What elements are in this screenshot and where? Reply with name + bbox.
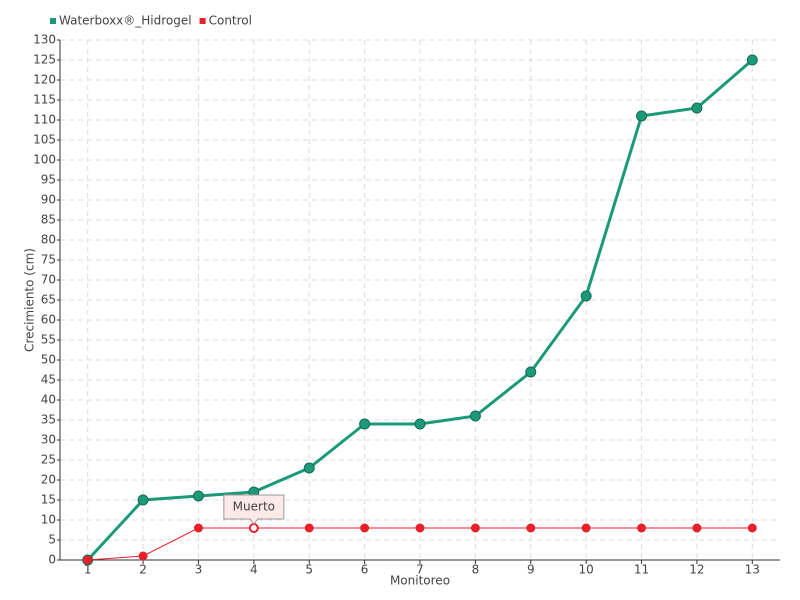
legend-swatch (50, 18, 56, 24)
y-tick-label: 90 (41, 193, 56, 207)
data-point (581, 523, 591, 533)
y-tick-label: 115 (33, 93, 56, 107)
data-point (637, 523, 647, 533)
data-point (414, 418, 426, 430)
y-tick-label: 100 (33, 153, 56, 167)
legend-swatch (199, 18, 206, 24)
data-point (469, 410, 481, 422)
x-tick-label: 8 (472, 563, 480, 577)
y-tick-label: 35 (41, 413, 56, 427)
y-tick-label: 110 (33, 113, 56, 127)
data-point (470, 523, 480, 533)
data-point (83, 555, 93, 565)
y-tick-label: 85 (41, 213, 56, 227)
legend-label: Waterboxx®_Hidrogel (59, 14, 192, 28)
x-tick-label: 9 (527, 563, 535, 577)
data-point (526, 523, 536, 533)
x-tick-label: 2 (139, 563, 147, 577)
y-tick-label: 20 (41, 473, 56, 487)
x-tick-label: 12 (689, 563, 704, 577)
x-tick-label: 1 (84, 563, 92, 577)
data-point (248, 523, 259, 533)
data-point (525, 366, 537, 378)
y-tick-label: 75 (41, 253, 56, 267)
y-tick-label: 105 (33, 133, 56, 147)
x-tick-label: 3 (195, 563, 203, 577)
data-point (359, 418, 371, 430)
data-point (360, 523, 370, 533)
y-tick-label: 50 (41, 353, 56, 367)
y-tick-label: 95 (41, 173, 56, 187)
data-point (192, 490, 204, 502)
x-tick-label: 11 (634, 563, 649, 577)
x-tick-label: 5 (305, 563, 313, 577)
data-point (415, 523, 425, 533)
y-tick-label: 55 (41, 333, 56, 347)
y-tick-label: 125 (33, 53, 56, 67)
y-tick-label: 80 (41, 233, 56, 247)
data-point (193, 523, 203, 533)
x-tick-label: 10 (579, 563, 594, 577)
data-point (137, 494, 149, 506)
data-point (303, 462, 315, 474)
data-point (746, 54, 758, 66)
x-tick-label: 7 (416, 563, 424, 577)
y-tick-label: 60 (41, 313, 56, 327)
y-tick-label: 120 (33, 73, 56, 87)
x-tick-label: 4 (250, 563, 258, 577)
data-point (636, 110, 648, 122)
y-tick-label: 0 (48, 553, 56, 567)
data-point (138, 551, 148, 561)
grid-layer (60, 39, 780, 560)
y-tick-label: 130 (33, 33, 56, 47)
data-point (692, 523, 702, 533)
data-point (747, 523, 757, 533)
y-tick-label: 15 (41, 493, 56, 507)
y-tick-label: 5 (48, 533, 56, 547)
legend-label: Control (209, 14, 252, 28)
y-tick-label: 25 (41, 453, 56, 467)
y-tick-label: 10 (41, 513, 56, 527)
x-tick-label: 13 (745, 563, 760, 577)
annotation-text: Muerto (233, 500, 275, 514)
x-tick-label: 6 (361, 563, 369, 577)
data-point (580, 290, 592, 302)
y-axis-label: Crecimiento (cm) (23, 248, 37, 352)
x-axis-label: Monitoreo (390, 574, 450, 588)
y-tick-label: 70 (41, 273, 56, 287)
data-point (304, 523, 314, 533)
data-point (691, 102, 703, 114)
y-tick-label: 65 (41, 293, 56, 307)
y-tick-label: 40 (41, 393, 56, 407)
y-tick-label: 45 (41, 373, 56, 387)
annotation-box (223, 494, 285, 525)
y-tick-label: 30 (41, 433, 56, 447)
